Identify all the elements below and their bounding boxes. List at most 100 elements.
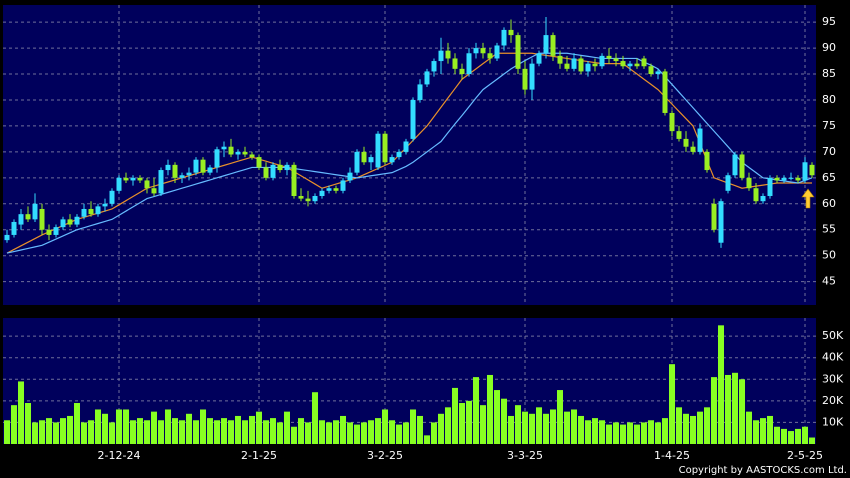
volume-bar (347, 422, 353, 444)
volume-bar (578, 415, 584, 444)
candle-body (655, 71, 661, 75)
candle-body (179, 175, 185, 178)
candle-body (270, 164, 276, 178)
volume-bar (46, 418, 52, 444)
candle-body (473, 48, 479, 54)
y-tick-label: 90 (822, 41, 836, 54)
candle-body (228, 146, 234, 155)
candle-body (445, 50, 451, 59)
volume-bar (214, 420, 220, 444)
volume-bar (312, 392, 318, 444)
candle-body (648, 66, 654, 75)
candle-body (669, 112, 675, 132)
candle-body (144, 180, 150, 189)
y-tick-label: 95 (822, 15, 836, 28)
volume-bar (403, 422, 409, 444)
volume-bar (725, 374, 731, 444)
volume-bar (606, 424, 612, 444)
volume-bar (522, 411, 528, 444)
candle-body (74, 216, 80, 225)
candle-body (767, 177, 773, 197)
y-tick-label: 70 (822, 145, 836, 158)
candle-body (571, 58, 577, 69)
candle-body (4, 234, 10, 241)
volume-bar (326, 422, 332, 444)
candle-body (214, 149, 220, 168)
candle-body (662, 71, 668, 113)
volume-bar (284, 411, 290, 444)
volume-bar (564, 411, 570, 444)
volume-bar (417, 415, 423, 444)
candle-body (130, 177, 136, 181)
candle-body (32, 203, 38, 220)
x-tick-label: 1-4-25 (654, 449, 690, 462)
candle-body (627, 63, 633, 67)
candle-body (431, 61, 437, 72)
y-tick-label: 55 (822, 223, 836, 236)
candle-body (291, 164, 297, 197)
volume-bar (200, 409, 206, 444)
volume-bar (746, 411, 752, 444)
volume-bar (627, 422, 633, 444)
volume-bar (11, 405, 17, 444)
volume-bar (74, 403, 80, 444)
volume-bar (795, 428, 801, 444)
volume-bar (179, 420, 185, 444)
volume-bar (32, 422, 38, 444)
y-tick-label: 20K (822, 394, 844, 407)
candle-body (305, 198, 311, 202)
volume-bar (690, 415, 696, 444)
volume-bar (228, 420, 234, 444)
volume-bar (438, 413, 444, 444)
volume-bar (389, 420, 395, 444)
candle-body (319, 190, 325, 197)
volume-bar (235, 415, 241, 444)
candle-body (732, 154, 738, 176)
candle-body (417, 84, 423, 100)
volume-bar (4, 420, 10, 444)
candle-body (151, 188, 157, 194)
volume-bar (431, 422, 437, 444)
volume-bar (683, 413, 689, 444)
volume-bar (662, 418, 668, 444)
volume-bar (802, 426, 808, 444)
candle-body (746, 177, 752, 189)
volume-bar (81, 422, 87, 444)
volume-bar (704, 407, 710, 444)
candle-body (543, 35, 549, 54)
candle-body (725, 175, 731, 191)
volume-bar (788, 431, 794, 444)
volume-bar (459, 403, 465, 444)
volume-bar (473, 377, 479, 444)
candle-body (606, 55, 612, 59)
volume-bar (718, 325, 724, 444)
candle-body (88, 208, 94, 215)
volume-bar (221, 418, 227, 444)
candle-body (641, 58, 647, 67)
candle-body (459, 68, 465, 75)
volume-bar (648, 420, 654, 444)
volume-bar (305, 422, 311, 444)
candle-body (578, 58, 584, 72)
candle-body (256, 157, 262, 168)
candle-body (795, 177, 801, 181)
candle-body (487, 53, 493, 59)
x-tick-label: 3-2-25 (367, 449, 403, 462)
candle-body (263, 167, 269, 178)
volume-bar (67, 415, 73, 444)
candle-body (564, 63, 570, 69)
candle-body (25, 214, 31, 220)
volume-bar (242, 420, 248, 444)
volume-bar (543, 413, 549, 444)
volume-bar (298, 418, 304, 444)
candle-body (515, 35, 521, 69)
volume-bar (669, 364, 675, 444)
volume-bar (585, 420, 591, 444)
volume-bar (368, 420, 374, 444)
volume-bar (620, 424, 626, 444)
volume-bar (375, 418, 381, 444)
volume-bar (550, 409, 556, 444)
x-tick-label: 2-12-24 (98, 449, 141, 462)
candle-body (389, 157, 395, 163)
volume-bar (39, 420, 45, 444)
